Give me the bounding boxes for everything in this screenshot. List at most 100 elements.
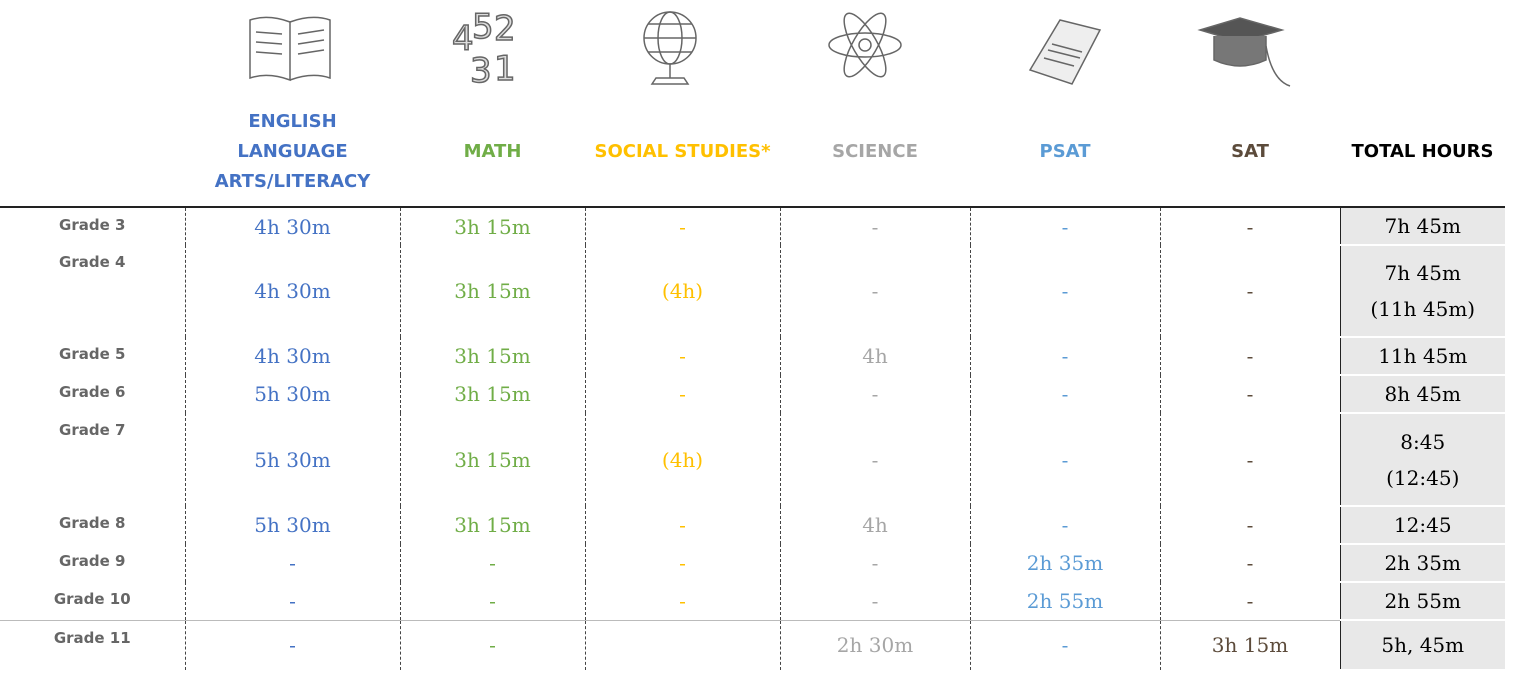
grade-row: Grade 3 4h 30m 3h 15m - - - -7h 45m	[0, 207, 1505, 246]
hours-cell: -	[969, 506, 1160, 544]
svg-text:3: 3	[470, 51, 492, 91]
subject-icons: 45 23 1	[249, 6, 1291, 92]
header-row: ENGLISH LANGUAGE ARTS/LITERACY MATH SOCIAL…	[0, 98, 1505, 207]
hours-cell: -	[584, 506, 780, 544]
column-header: PSAT	[1039, 141, 1091, 162]
grade-label: Grade 9	[59, 552, 126, 570]
numbers-icon: 45 23 1	[451, 6, 516, 92]
column-header: SAT	[1231, 141, 1269, 162]
hours-line: (12:45)	[1386, 465, 1460, 490]
hours-cell: 5h 30m	[184, 375, 400, 413]
hours-cell: 3h 15m	[399, 375, 585, 413]
hours-cell: -	[1159, 337, 1340, 375]
hours-cell: 5h 30m	[184, 413, 400, 506]
svg-text:4: 4	[452, 19, 474, 59]
hours-cell: 7h 45m (11h 45m)	[1339, 245, 1505, 338]
grade-label: Grade 3	[59, 216, 126, 234]
hours-cell: 2h 55m	[1339, 582, 1505, 621]
hours-cell: -	[1159, 582, 1340, 620]
hours-cell: -	[969, 619, 1160, 670]
hours-line: (11h 45m)	[1370, 297, 1476, 321]
hours-cell: 3h 15m	[399, 207, 585, 245]
hours-cell: -	[184, 619, 400, 670]
table-body: Grade 3 4h 30m 3h 15m - - - -7h 45m Grade 4 4h 3…	[0, 207, 1505, 671]
svg-text:5: 5	[472, 7, 494, 47]
hours-cell: 2h 30m	[779, 619, 970, 670]
hours-cell: -	[969, 413, 1160, 506]
hours-cell: -	[584, 582, 780, 620]
hours-cell: -	[1159, 506, 1340, 544]
grade-row: Grade 7 5h 30m 3h 15m (4h) - - -8:45 (12:45)	[0, 413, 1505, 507]
grade-label: Grade 10	[53, 590, 131, 608]
hours-cell: -	[399, 544, 585, 582]
svg-text:1: 1	[494, 49, 516, 89]
globe-icon	[643, 11, 697, 85]
column-header: MATH	[463, 141, 522, 162]
atom-icon	[828, 12, 902, 78]
hours-cell: -	[1159, 245, 1340, 337]
hours-cell: -	[584, 207, 780, 245]
book-icon	[249, 16, 331, 82]
hours-cell: 8:45 (12:45)	[1339, 413, 1505, 507]
assessment-table: ENGLISH LANGUAGE ARTS/LITERACY MATH SOCIAL…	[0, 98, 1505, 671]
hours-cell: 3h 15m	[399, 413, 585, 506]
corner	[0, 98, 185, 207]
hours-cell: 4h	[779, 506, 970, 544]
hours-cell: -	[969, 207, 1160, 245]
grade-label: Grade 7	[59, 421, 126, 439]
hours-cell: -	[399, 582, 585, 620]
hours-cell: -	[584, 544, 780, 582]
hours-cell: -	[584, 375, 780, 413]
hours-cell: 7h 45m	[1339, 207, 1505, 246]
hours-cell: 5h 30m	[184, 506, 400, 544]
hours-cell: 4h 30m	[184, 245, 400, 337]
hours-cell: -	[1159, 544, 1340, 582]
column-header: SOCIAL STUDIES*	[594, 141, 771, 162]
hours-cell: -	[779, 582, 970, 620]
hours-cell: -	[1159, 375, 1340, 413]
grade-row: Grade 4 4h 30m 3h 15m (4h) - - -7h 45m (11h 45m…	[0, 245, 1505, 338]
hours-cell: -	[969, 337, 1160, 375]
hours-line: 8:45	[1400, 429, 1446, 454]
hours-cell: 2h 35m	[1339, 544, 1505, 583]
hours-cell: 12:45	[1339, 506, 1505, 545]
grade-row: Grade 8 5h 30m 3h 15m -4h - -12:45	[0, 506, 1505, 545]
hours-cell: -	[1159, 207, 1340, 245]
grade-label: Grade 4	[59, 253, 126, 271]
grade-label: Grade 5	[59, 345, 126, 363]
hours-cell: -	[584, 337, 780, 375]
hours-cell: 4h	[779, 337, 970, 375]
hours-cell: -	[969, 375, 1160, 413]
hours-cell: (4h)	[584, 245, 780, 337]
hours-cell: 5h, 45m	[1339, 619, 1505, 671]
column-header: TOTAL HOURS	[1351, 141, 1494, 162]
svg-text:2: 2	[494, 9, 516, 49]
hours-cell: -	[779, 207, 970, 245]
hours-cell: 2h 55m	[969, 582, 1160, 620]
hours-cell: 3h 15m	[1159, 619, 1340, 670]
hours-cell: -	[779, 413, 970, 506]
hours-cell: 8h 45m	[1339, 375, 1505, 414]
hours-cell: -	[184, 544, 400, 582]
grade-label: Grade 11	[0, 619, 185, 670]
hours-cell: 11h 45m	[1339, 337, 1505, 376]
hours-cell: 3h 15m	[399, 506, 585, 544]
booklet-icon	[1028, 19, 1102, 85]
hours-line: 7h 45m	[1384, 261, 1461, 285]
grade-row: Grade 6 5h 30m 3h 15m - - - -8h 45m	[0, 375, 1505, 414]
hours-cell: -	[779, 245, 970, 337]
hours-cell: -	[779, 375, 970, 413]
grade-label: Grade 6	[59, 383, 126, 401]
column-header: SCIENCE	[832, 141, 918, 162]
hours-cell: -	[184, 582, 400, 620]
hours-cell: 3h 15m	[399, 245, 585, 337]
grade-row: Grade 10- - - -2h 55m -2h 55m	[0, 582, 1505, 621]
hours-cell: 3h 15m	[399, 337, 585, 375]
column-header: ENGLISH LANGUAGE ARTS/LITERACY	[214, 111, 371, 192]
hours-cell: (4h)	[584, 413, 780, 506]
hours-cell: 4h 30m	[184, 337, 400, 375]
hours-cell	[584, 619, 780, 670]
hours-cell: 2h 35m	[969, 544, 1160, 582]
hours-cell: -	[779, 544, 970, 582]
